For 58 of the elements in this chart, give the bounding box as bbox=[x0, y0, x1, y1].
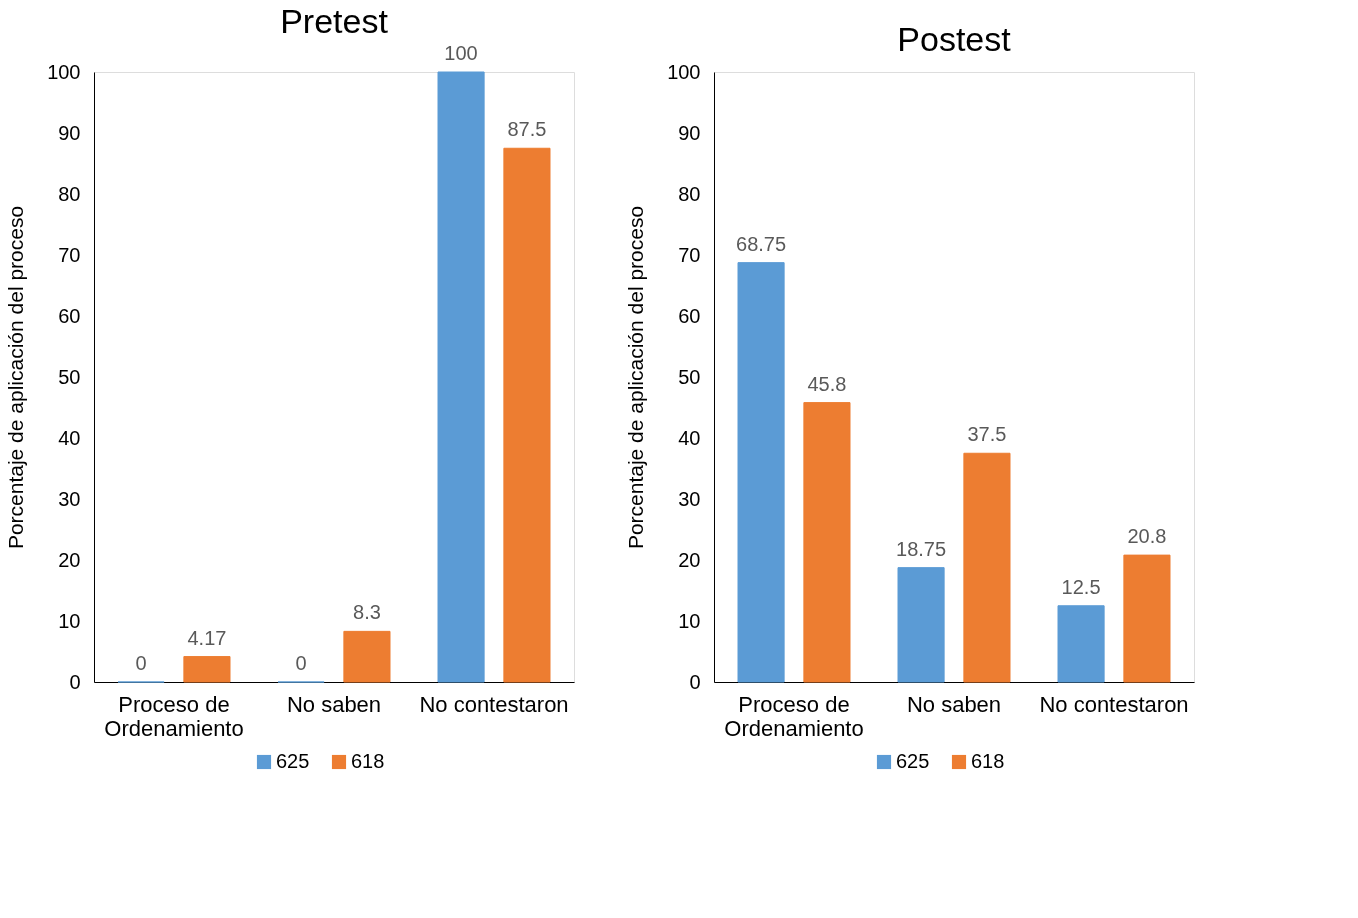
bar bbox=[437, 71, 485, 683]
chart-title: Pretest bbox=[280, 2, 389, 40]
data-label: 37.5 bbox=[967, 423, 1007, 446]
x-tick-label: No saben bbox=[906, 691, 1002, 717]
data-label: 87.5 bbox=[507, 118, 547, 141]
bar bbox=[897, 567, 945, 683]
y-tick-label: 0 bbox=[69, 670, 81, 693]
data-label: 4.17 bbox=[187, 626, 227, 649]
data-label: 8.3 bbox=[353, 601, 381, 624]
y-tick-label: 80 bbox=[58, 182, 81, 205]
bar bbox=[737, 262, 785, 683]
y-tick-label: 10 bbox=[58, 609, 81, 632]
y-tick-label: 60 bbox=[58, 304, 81, 327]
x-tick-label: Proceso de Ordenamiento bbox=[104, 691, 244, 741]
bar bbox=[343, 630, 391, 683]
y-tick-label: 90 bbox=[678, 121, 701, 144]
y-tick-label: 0 bbox=[689, 670, 701, 693]
y-tick-label: 100 bbox=[667, 60, 701, 83]
legend-label: 625 bbox=[276, 750, 310, 772]
y-tick-label: 70 bbox=[58, 243, 81, 266]
bar bbox=[803, 402, 851, 683]
data-label: 68.75 bbox=[736, 232, 787, 255]
data-label: 0 bbox=[295, 652, 307, 674]
legend-label: 625 bbox=[896, 750, 930, 772]
bar bbox=[503, 147, 551, 683]
legend-label: 618 bbox=[971, 750, 1005, 772]
y-tick-label: 20 bbox=[58, 548, 81, 571]
data-label: 18.75 bbox=[896, 537, 947, 560]
data-label: 45.8 bbox=[807, 372, 847, 395]
y-tick-label: 100 bbox=[47, 60, 81, 83]
y-tick-label: 50 bbox=[678, 365, 701, 388]
x-tick-label: No contestaron bbox=[1039, 691, 1189, 717]
chart-title: Postest bbox=[897, 20, 1012, 58]
y-tick-label: 70 bbox=[678, 243, 701, 266]
bar bbox=[1123, 554, 1171, 683]
y-axis-title: Porcentaje de aplicación del proceso bbox=[624, 205, 648, 550]
y-tick-label: 90 bbox=[58, 121, 81, 144]
data-label: 100 bbox=[444, 42, 478, 64]
y-tick-label: 10 bbox=[678, 609, 701, 632]
y-tick-label: 60 bbox=[678, 304, 701, 327]
data-label: 12.5 bbox=[1061, 575, 1101, 598]
y-tick-label: 80 bbox=[678, 182, 701, 205]
x-tick-label: Proceso de Ordenamiento bbox=[724, 691, 864, 741]
bar bbox=[1057, 605, 1105, 683]
bar bbox=[963, 452, 1011, 683]
data-label: 0 bbox=[135, 652, 147, 674]
x-tick-label: No contestaron bbox=[419, 691, 569, 717]
bar bbox=[183, 656, 231, 683]
legend-label: 618 bbox=[351, 750, 385, 772]
y-tick-label: 30 bbox=[58, 487, 81, 510]
y-tick-label: 50 bbox=[58, 365, 81, 388]
y-tick-label: 30 bbox=[678, 487, 701, 510]
x-tick-label: No saben bbox=[286, 691, 382, 717]
y-axis-title: Porcentaje de aplicación del proceso bbox=[4, 205, 28, 550]
data-label: 20.8 bbox=[1127, 525, 1167, 548]
y-tick-label: 20 bbox=[678, 548, 701, 571]
y-tick-label: 40 bbox=[58, 426, 81, 449]
y-tick-label: 40 bbox=[678, 426, 701, 449]
